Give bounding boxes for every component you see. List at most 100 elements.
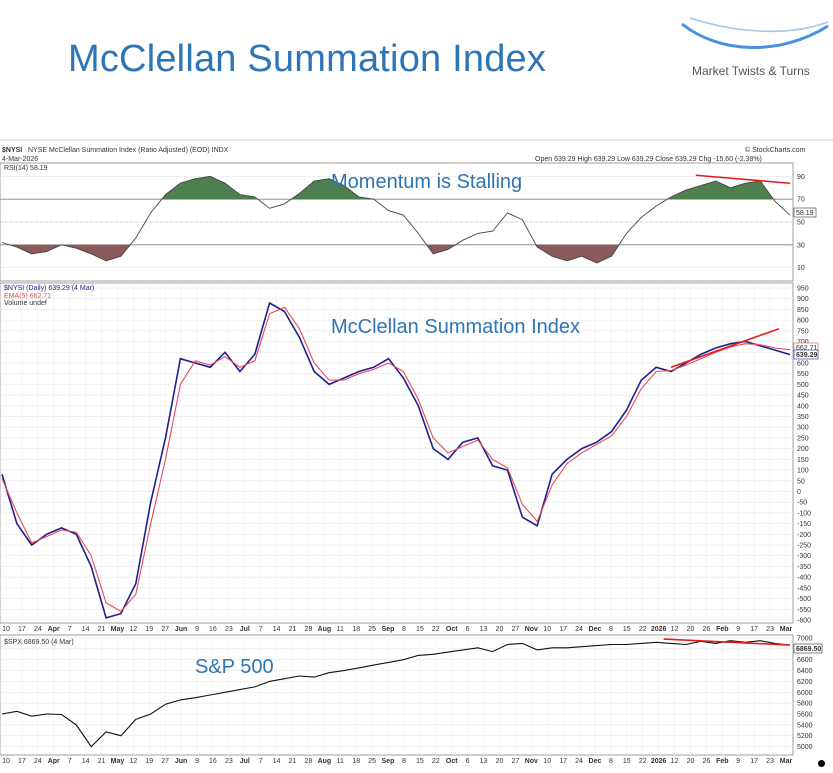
- x-axis-label: 8: [402, 626, 406, 633]
- x-axis-label: Jun: [175, 626, 187, 633]
- x-axis-label: 27: [161, 758, 169, 765]
- ema-last-label: 662.71: [796, 345, 818, 352]
- x-axis-label: 7: [68, 626, 72, 633]
- x-axis-label: 27: [511, 758, 519, 765]
- x-axis-label: 12: [671, 758, 679, 765]
- x-axis-label: 9: [195, 626, 199, 633]
- x-axis-label: 6: [466, 758, 470, 765]
- nysi-ytick-label: 600: [797, 360, 809, 367]
- x-axis-label: 26: [703, 758, 711, 765]
- chart-source: © StockCharts.com: [745, 146, 806, 154]
- rsi-ytick-label: 70: [797, 197, 805, 204]
- x-axis-label: 27: [161, 626, 169, 633]
- spx-panel: [0, 634, 794, 756]
- x-axis-label: 21: [289, 626, 297, 633]
- rsi-annotation: Momentum is Stalling: [331, 171, 522, 193]
- x-axis-label: 14: [273, 758, 281, 765]
- spx-ytick-label: 5200: [797, 733, 813, 740]
- nysi-line: [1, 301, 791, 619]
- x-axis-label: 19: [145, 758, 153, 765]
- spx-annotation: S&P 500: [195, 656, 274, 678]
- x-axis-label: 16: [209, 626, 217, 633]
- x-axis-label: 21: [98, 758, 106, 765]
- nysi-legend: $NYSI (Daily) 639.29 (4 Mar): [4, 285, 94, 292]
- x-axis-label: 14: [273, 626, 281, 633]
- x-axis-label: Aug: [318, 758, 332, 765]
- x-axis-label: 9: [195, 758, 199, 765]
- x-axis-label: Jul: [240, 758, 250, 765]
- x-axis-label: 9: [736, 626, 740, 633]
- x-axis-label: 12: [129, 626, 137, 633]
- x-axis-label: 17: [18, 758, 26, 765]
- x-axis-label: Nov: [525, 758, 538, 765]
- x-axis-label: 12: [671, 626, 679, 633]
- x-axis-label: 19: [145, 626, 153, 633]
- x-axis-label: 13: [480, 758, 488, 765]
- spx-legend: $SPX 6869.50 (4 Mar): [4, 639, 74, 646]
- brand-swoosh-icon: [681, 17, 829, 49]
- slide-title: McClellan Summation Index: [68, 38, 547, 80]
- spx-ytick-label: 6400: [797, 668, 813, 675]
- spx-ytick-label: 5000: [797, 744, 813, 751]
- x-axis-label: 14: [82, 626, 90, 633]
- x-axis-label: 13: [480, 626, 488, 633]
- x-axis-label: 11: [337, 758, 344, 765]
- nysi-ytick-label: 350: [797, 414, 809, 421]
- x-axis-label: 10: [543, 758, 551, 765]
- x-axis-label: 21: [98, 626, 106, 633]
- nysi-last-label: 639.29: [796, 352, 818, 359]
- x-axis-label: 23: [766, 758, 774, 765]
- nysi-ytick-label: 450: [797, 393, 809, 400]
- x-axis-label: Oct: [446, 758, 458, 765]
- nysi-ytick-label: -300: [797, 553, 811, 560]
- x-axis-label: 28: [305, 626, 313, 633]
- x-axis-label: 7: [259, 626, 263, 633]
- x-axis-label: Oct: [446, 626, 458, 633]
- chart-quote: Open 639.29 High 639.29 Low 639.29 Close…: [535, 156, 762, 163]
- x-axis-label: 9: [736, 758, 740, 765]
- x-axis-label: 11: [337, 626, 344, 633]
- x-axis-label: 12: [129, 758, 137, 765]
- rsi-ytick-label: 90: [797, 174, 805, 181]
- x-axis-label: 20: [496, 758, 504, 765]
- x-axis-label: 22: [639, 626, 647, 633]
- spx-last-label: 6869.50: [796, 646, 821, 653]
- nysi-ytick-label: 50: [797, 478, 805, 485]
- nysi-ytick-label: 800: [797, 318, 809, 325]
- x-axis-label: 22: [432, 626, 440, 633]
- x-axis-label: 15: [623, 758, 631, 765]
- x-axis-label: Jul: [240, 626, 250, 633]
- rsi-last-label: 58.19: [796, 210, 814, 217]
- x-axis-label: Feb: [716, 626, 728, 633]
- x-axis-label: 17: [750, 626, 758, 633]
- x-axis-label: Apr: [48, 758, 60, 765]
- x-axis-label: 7: [68, 758, 72, 765]
- x-axis-label: 10: [2, 758, 10, 765]
- spx-ytick-label: 5400: [797, 722, 813, 729]
- brand-name: Market Twists & Turns: [692, 64, 810, 78]
- rsi-ytick-label: 10: [797, 265, 805, 272]
- nysi-ytick-label: 200: [797, 446, 809, 453]
- chart-symbol: $NYSI: [2, 147, 22, 154]
- nysi-panel: [0, 282, 794, 624]
- nysi-ytick-label: 900: [797, 296, 809, 303]
- x-axis-label: Jun: [175, 758, 187, 765]
- x-axis-label: 15: [416, 626, 424, 633]
- nysi-ytick-label: 250: [797, 435, 809, 442]
- chart-date: 4-Mar-2026: [2, 156, 38, 163]
- x-axis-label: 23: [225, 758, 233, 765]
- rsi-legend: RSI(14) 58.19: [4, 165, 48, 172]
- nysi-ytick-label: 300: [797, 425, 809, 432]
- x-axis-label: 27: [511, 626, 519, 633]
- x-axis-label: 24: [575, 626, 583, 633]
- nysi-ytick-label: 950: [797, 286, 809, 293]
- x-axis-label: May: [111, 626, 125, 633]
- x-axis-label: 10: [2, 626, 10, 633]
- nysi-ytick-label: 100: [797, 468, 809, 475]
- x-axis-label: 21: [289, 758, 297, 765]
- nysi-ytick-label: -400: [797, 575, 811, 582]
- spx-ytick-label: 5600: [797, 712, 813, 719]
- x-axis-label: 20: [496, 626, 504, 633]
- x-axis-label: 26: [703, 626, 711, 633]
- rsi-trendline: [695, 174, 791, 185]
